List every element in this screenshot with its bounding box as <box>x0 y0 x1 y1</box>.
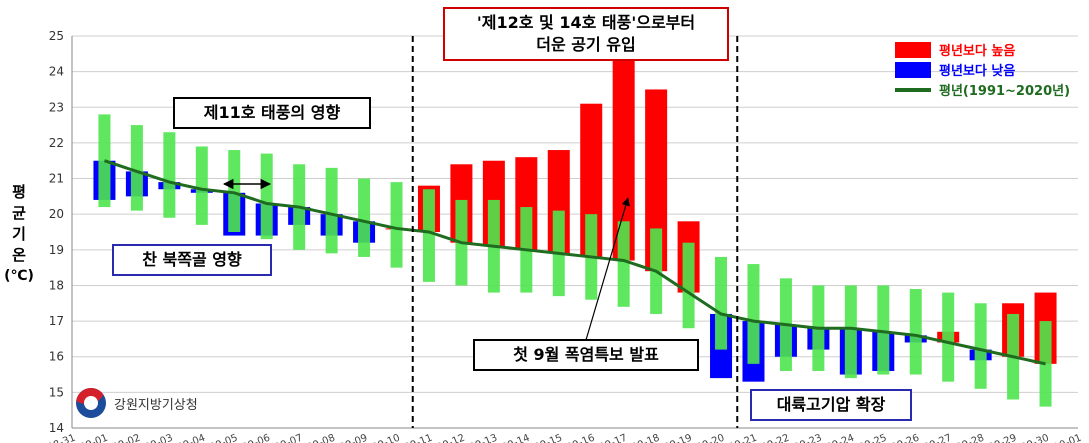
annotation-high-pressure-box <box>750 389 912 421</box>
x-tick-label: 09-25 <box>857 433 888 443</box>
y-tick-label: 17 <box>49 314 64 328</box>
x-tick-label: 09-17 <box>598 433 629 443</box>
y-axis-label-char: 온 <box>12 246 26 264</box>
normal-range-bar <box>358 178 371 257</box>
x-tick-label: 09-30 <box>1020 433 1051 443</box>
anomaly-bar <box>612 60 635 261</box>
kma-emblem-icon <box>76 388 106 418</box>
x-tick-label: 09-29 <box>987 433 1018 443</box>
annotation-heatwave-text: 첫 9월 폭염특보 발표 <box>513 345 659 364</box>
annotation-north-cold-box <box>112 244 272 276</box>
normal-range-bar <box>974 303 987 389</box>
legend-swatch <box>895 62 931 78</box>
normal-range-bar <box>942 292 955 382</box>
kma-logo: 강원지방기상청 <box>76 388 198 418</box>
normal-range-bar <box>422 189 435 282</box>
legend-label: 평년보다 낮음 <box>939 63 1015 79</box>
y-tick-label: 18 <box>49 278 64 292</box>
x-tick-label: 09-24 <box>825 433 856 443</box>
annotation-high-pressure-text: 대륙고기압 확장 <box>777 395 886 414</box>
normal-range-bar <box>390 182 403 268</box>
normal-range-bar <box>682 242 695 329</box>
normal-range-bar <box>877 285 890 375</box>
normal-range-bar <box>325 167 338 254</box>
annotation-typhoon12-14-text: 더운 공기 유입 <box>536 35 635 54</box>
x-tick-label: 09-13 <box>468 433 499 443</box>
normal-line <box>103 159 1046 366</box>
y-tick-label: 15 <box>49 385 64 399</box>
x-tick-label: 09-23 <box>792 433 823 443</box>
normal-range-bar <box>130 125 143 211</box>
x-tick-label: 09-22 <box>760 433 791 443</box>
x-tick-label: 09-26 <box>890 433 921 443</box>
legend-label: 평년(1991~2020년) <box>939 83 1070 99</box>
y-tick-label: 14 <box>49 421 64 435</box>
y-tick-label: 24 <box>49 65 64 79</box>
y-tick-label: 25 <box>49 29 64 43</box>
annotation-north-cold-text: 찬 북쪽골 영향 <box>142 250 242 269</box>
x-tick-label: 09-07 <box>273 433 304 443</box>
x-tick-label: 09-09 <box>338 433 369 443</box>
x-tick-label: 09-03 <box>143 433 174 443</box>
x-tick-label: 09-19 <box>663 433 694 443</box>
x-tick-label: 09-14 <box>500 433 531 443</box>
annotation-heatwave-box <box>473 339 699 371</box>
normal-range-bar <box>747 264 760 364</box>
normal-range-bar <box>617 221 630 307</box>
x-tick-label: 10-01 <box>1052 433 1083 443</box>
x-tick-label: 09-20 <box>695 433 726 443</box>
x-tick-label: 09-15 <box>533 433 564 443</box>
y-axis-label-char: 균 <box>12 204 26 222</box>
y-tick-label: 16 <box>49 350 64 364</box>
x-tick-label: 09-06 <box>241 433 272 443</box>
x-tick-label: 09-01 <box>79 433 110 443</box>
y-tick-label: 19 <box>49 243 64 257</box>
x-tick-label: 09-27 <box>922 433 953 443</box>
normal-range-bar <box>195 146 208 225</box>
y-axis-label: 평 균 기 온 (℃) <box>4 182 34 287</box>
y-axis-label-char: 평 <box>12 183 26 201</box>
x-tick-label: 09-11 <box>403 433 434 443</box>
x-tick-label: 09-16 <box>565 433 596 443</box>
x-tick-label: 09-02 <box>111 433 142 443</box>
y-tick-label: 22 <box>49 136 64 150</box>
normal-range-bar <box>260 153 273 240</box>
normal-range-bar <box>163 132 176 218</box>
annotation-typhoon11-text: 제11호 태풍의 영향 <box>204 103 341 122</box>
annotation-typhoon12-14-box <box>443 7 729 61</box>
x-tick-label: 09-12 <box>435 433 466 443</box>
y-axis-unit: (℃) <box>4 268 34 284</box>
normal-range-bar <box>909 289 922 375</box>
logo-text: 강원지방기상청 <box>114 397 198 413</box>
x-tick-label: 09-04 <box>176 433 207 443</box>
legend-label: 평년보다 높음 <box>939 43 1015 59</box>
y-axis-label-char: 기 <box>12 225 26 243</box>
legend-swatch <box>895 42 931 58</box>
x-tick-label: 09-08 <box>306 433 337 443</box>
y-tick-label: 23 <box>49 100 64 114</box>
x-tick-label: 09-10 <box>371 433 402 443</box>
normal-range-bar <box>844 285 857 379</box>
y-tick-label: 21 <box>49 172 64 186</box>
annotation-heatwave-arrow <box>585 197 630 341</box>
normal-range-bar <box>228 150 241 232</box>
annotation-typhoon12-14-text: '제12호 및 14호 태풍'으로부터 <box>477 13 695 32</box>
x-tick-label: 09-28 <box>955 433 986 443</box>
y-tick-label: 20 <box>49 207 64 221</box>
anomaly-bar <box>645 89 668 272</box>
x-tick-label: 09-05 <box>208 433 239 443</box>
x-tick-label: 08-31 <box>46 433 77 443</box>
annotation-typhoon11-box <box>173 97 371 129</box>
normal-range-bar <box>715 256 728 350</box>
x-tick-label: 09-21 <box>728 433 759 443</box>
x-tick-label: 09-18 <box>630 433 661 443</box>
